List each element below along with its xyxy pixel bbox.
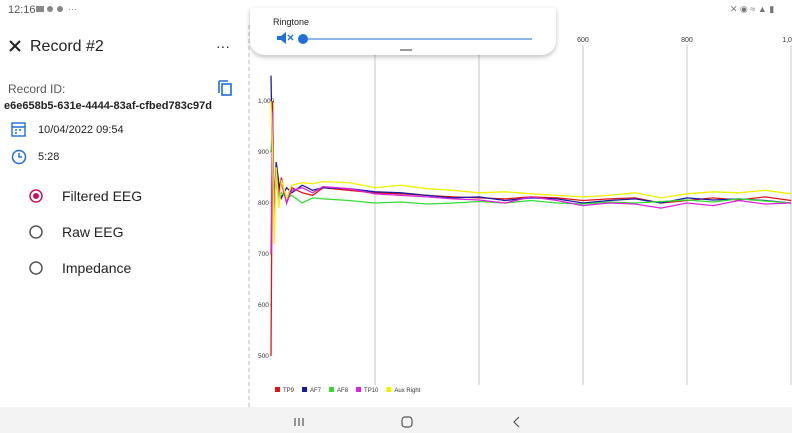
legend-label: AF8 <box>337 388 349 394</box>
legend-label: TP10 <box>364 388 379 394</box>
menu-icon[interactable]: ··· <box>216 38 230 54</box>
volume-popup: Ringtone <box>250 8 556 55</box>
legend-label: AF7 <box>310 388 322 394</box>
svg-text:···: ··· <box>68 4 77 14</box>
nav-home[interactable] <box>401 416 413 428</box>
radio[interactable] <box>26 222 46 242</box>
radio-ring <box>29 189 43 203</box>
volume-controls <box>277 32 532 51</box>
option-label[interactable]: Impedance <box>62 260 132 276</box>
option-label[interactable]: Raw EEG <box>62 224 124 240</box>
radio-ring <box>29 261 43 275</box>
x-tick-label: 1,000 <box>782 37 792 44</box>
series-line <box>270 101 792 356</box>
y-tick-label: 700 <box>258 251 269 258</box>
y-tick-label: 500 <box>258 353 269 360</box>
legend-label: TP9 <box>283 388 295 394</box>
option-label[interactable]: Filtered EEG <box>62 188 143 204</box>
volume-label: Ringtone <box>273 17 310 27</box>
record-date: 10/04/2022 09:54 <box>38 124 124 136</box>
x-tick-label: 600 <box>577 37 589 44</box>
nav-recents[interactable] <box>294 418 304 426</box>
record-id: e6e658b5-631e-4444-83af-cfbed783c97d <box>4 100 212 112</box>
y-tick-label: 900 <box>258 149 269 156</box>
status-time: 12:16 <box>8 4 36 16</box>
svg-text:✕ ◉ ≈ ▲ ▮: ✕ ◉ ≈ ▲ ▮ <box>730 4 774 14</box>
legend-swatch <box>329 387 335 392</box>
record-id-label: Record ID: <box>8 82 66 96</box>
title: Record #2 <box>30 38 104 55</box>
y-tick-label: 600 <box>258 302 269 309</box>
copy-icon[interactable] <box>218 80 232 96</box>
legend-swatch <box>302 387 308 392</box>
chart: 2004006008001,0005006007008009001,0001,1… <box>258 37 792 394</box>
legend-swatch <box>356 387 362 392</box>
clock-icon <box>11 149 27 165</box>
nav-back[interactable] <box>513 416 520 428</box>
legend-label: Aux Right <box>394 388 420 394</box>
y-tick-label: 800 <box>258 200 269 207</box>
legend-swatch <box>386 387 392 392</box>
record-duration: 5:28 <box>38 151 60 163</box>
radio[interactable] <box>26 186 46 206</box>
x-tick-label: 800 <box>681 37 693 44</box>
nav-bar <box>0 407 792 433</box>
radio[interactable] <box>26 258 46 278</box>
radio-ring <box>29 225 43 239</box>
series-line <box>270 101 792 244</box>
radio-dot <box>33 193 39 199</box>
y-tick-label: 1,000 <box>258 98 275 105</box>
series-line <box>270 75 792 214</box>
mute-icon[interactable] <box>277 32 286 44</box>
close-icon[interactable] <box>9 40 21 52</box>
legend-swatch <box>275 387 280 392</box>
volume-thumb[interactable] <box>298 34 308 44</box>
calendar-icon <box>11 122 26 137</box>
